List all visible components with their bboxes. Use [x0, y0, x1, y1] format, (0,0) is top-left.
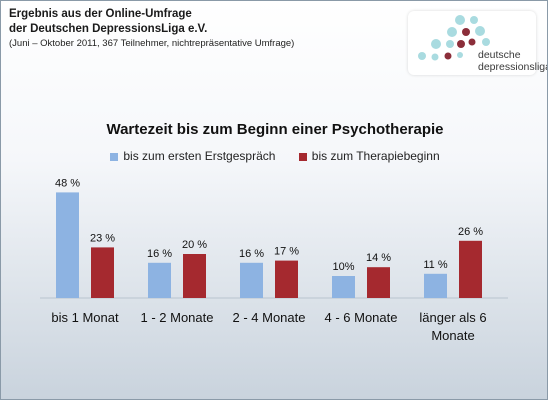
category-label-4: 4 - 6 Monate: [325, 310, 398, 325]
category-label-5-line-1: länger als 6: [419, 310, 486, 325]
logo-text-line-1: deutsche: [478, 49, 521, 61]
header-line-1: Ergebnis aus der Online-Umfrage: [9, 8, 192, 20]
bar-series-2-2: [183, 254, 206, 298]
value-label-series-2-4: 14 %: [366, 252, 391, 264]
bar-series-1-5: [424, 273, 447, 298]
value-label-series-2-5: 26 %: [458, 226, 483, 238]
legend-item-series-1: bis zum ersten Erstgespräch: [110, 149, 275, 163]
bar-series-2-1: [91, 247, 114, 298]
logo-dots-icon: [418, 15, 490, 61]
value-label-series-1-3: 16 %: [239, 248, 264, 260]
legend-swatch-series-2: [298, 152, 307, 161]
bar-series-1-1: [56, 192, 79, 298]
header-line-2: der Deutschen DepressionsLiga e.V.: [9, 23, 208, 35]
bar-series-2-4: [367, 267, 390, 298]
bar-series-2-3: [275, 260, 298, 298]
logo-text: deutsche depressionsliga: [478, 49, 548, 73]
bar-series-1-3: [240, 262, 263, 298]
value-label-series-1-5: 11 %: [423, 259, 447, 271]
survey-header: Ergebnis aus der Online-Umfrage der Deut…: [9, 7, 294, 50]
category-label-3: 2 - 4 Monate: [233, 310, 306, 325]
value-label-series-2-3: 17 %: [274, 246, 299, 258]
logo: deutsche depressionsliga: [408, 11, 547, 75]
legend-label-series-2: bis zum Therapiebeginn: [311, 149, 440, 163]
bar-series-1-2: [148, 262, 171, 298]
chart-title: Wartezeit bis zum Beginn einer Psychothe…: [106, 121, 444, 138]
value-label-series-1-4: 10%: [332, 261, 354, 273]
value-label-series-2-1: 23 %: [90, 232, 115, 244]
value-label-series-1-1: 48 %: [55, 177, 80, 189]
legend-item-series-2: bis zum Therapiebeginn: [298, 149, 440, 163]
legend-swatch-series-1: [110, 152, 119, 161]
legend-label-series-1: bis zum ersten Erstgespräch: [123, 149, 276, 163]
bar-series-2-5: [459, 240, 482, 298]
chart-legend: bis zum ersten Erstgespräch bis zum Ther…: [1, 149, 547, 163]
logo-text-line-2: depressionsliga: [478, 61, 548, 73]
header-line-3: (Juni – Oktober 2011, 367 Teilnehmer, ni…: [9, 38, 295, 49]
value-label-series-2-2: 20 %: [182, 239, 207, 251]
category-label-1: bis 1 Monat: [51, 310, 119, 325]
bar-series-1-4: [332, 276, 355, 298]
category-label-2: 1 - 2 Monate: [141, 310, 214, 325]
category-label-5-line-2: Monate: [431, 328, 474, 343]
value-label-series-1-2: 16 %: [147, 248, 172, 260]
